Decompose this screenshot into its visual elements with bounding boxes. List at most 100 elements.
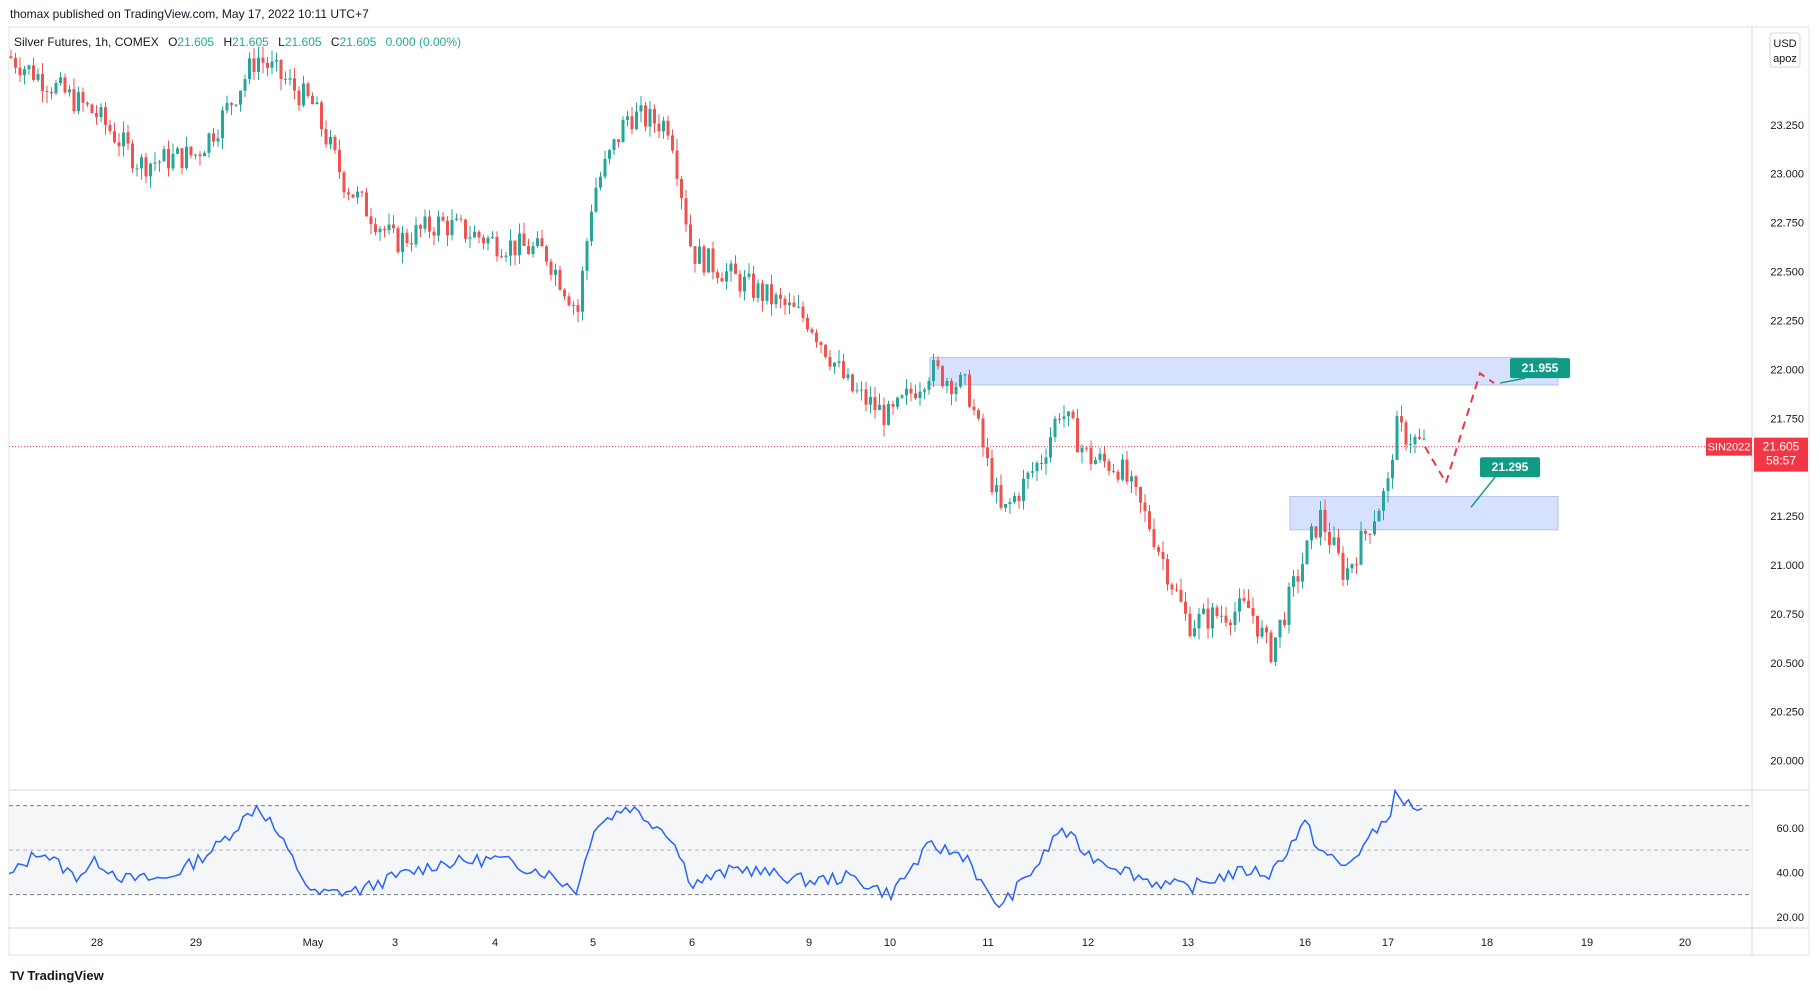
- candle-body: [167, 148, 170, 169]
- price-tick-label: 21.750: [1770, 413, 1804, 425]
- currency-button[interactable]: USD apoz: [1769, 32, 1801, 68]
- candle-body: [1170, 584, 1174, 590]
- candle-body: [423, 216, 427, 229]
- candle-body: [662, 120, 665, 132]
- time-tick-label: 18: [1481, 937, 1493, 949]
- legend-close-value: 21.605: [340, 35, 377, 49]
- candle-body: [1319, 509, 1322, 538]
- candle-body: [387, 224, 391, 231]
- candle-body: [126, 132, 130, 144]
- candle-body: [810, 329, 814, 333]
- candle-body: [270, 61, 274, 68]
- candle-body: [1193, 628, 1196, 637]
- candle-body: [72, 89, 76, 112]
- candle-body: [113, 131, 116, 143]
- upper-target-tag[interactable]: 21.955: [1499, 358, 1570, 384]
- candle-body: [1085, 447, 1088, 449]
- candle-body: [981, 418, 985, 448]
- candle-body: [563, 289, 566, 297]
- candle-body: [45, 91, 49, 93]
- candle-body: [1332, 537, 1336, 545]
- candle-body: [518, 233, 521, 256]
- candle-body: [414, 225, 418, 245]
- candle-body: [837, 361, 841, 363]
- candle-body: [1287, 586, 1291, 625]
- candle-body: [1175, 589, 1178, 591]
- lower-target-box: [1480, 457, 1540, 478]
- upper-target-leader: [1499, 377, 1526, 384]
- candle-body: [864, 389, 868, 405]
- resistance-zone[interactable]: [929, 357, 1559, 386]
- candle-body: [86, 102, 89, 105]
- candle-body: [666, 120, 670, 136]
- lower-target-tag[interactable]: 21.295: [1470, 457, 1540, 508]
- candle-body: [1053, 418, 1057, 437]
- candle-body: [684, 198, 688, 225]
- candle-body: [612, 139, 616, 151]
- tradingview-logo[interactable]: TV TradingView: [10, 968, 104, 983]
- time-tick-label: 29: [190, 937, 202, 949]
- candle-body: [1256, 615, 1259, 637]
- candle-body: [50, 92, 53, 94]
- candle-body: [522, 233, 526, 246]
- candle-body: [207, 133, 211, 153]
- candle-body: [1067, 411, 1070, 417]
- candle-body: [261, 57, 265, 63]
- candle-body: [1179, 589, 1183, 602]
- candle-body: [1044, 457, 1048, 464]
- candle-body: [707, 248, 710, 273]
- chart-frame: [8, 26, 1810, 956]
- candle-body: [932, 360, 935, 382]
- candle-body: [171, 153, 175, 169]
- candle-body: [108, 124, 112, 132]
- candle-body: [311, 96, 314, 105]
- candle-body: [909, 388, 913, 394]
- projection-path[interactable]: [1424, 371, 1495, 486]
- price-label: 21.605: [1763, 440, 1800, 454]
- candle-body: [450, 219, 454, 236]
- candle-body: [590, 211, 593, 242]
- candle-body: [1269, 632, 1273, 663]
- candle-body: [356, 191, 359, 198]
- candle-body: [936, 360, 940, 367]
- candle-body: [1049, 436, 1052, 458]
- candle-body: [486, 237, 490, 244]
- candle-body: [509, 240, 512, 256]
- candle-body: [594, 187, 598, 212]
- candle-body: [959, 374, 962, 387]
- candle-body: [995, 485, 998, 493]
- price-tick-label: 20.500: [1770, 658, 1804, 670]
- candle-body: [1031, 471, 1034, 473]
- candle-body: [216, 138, 220, 142]
- candle-body: [846, 374, 850, 379]
- candle-body: [149, 163, 152, 177]
- candle-body: [329, 136, 332, 145]
- candle-body: [878, 404, 881, 411]
- candle-body: [549, 261, 553, 275]
- price-tick-label: 20.250: [1770, 707, 1804, 719]
- time-tick-label: 16: [1299, 937, 1311, 949]
- candle-body: [581, 270, 584, 312]
- candle-body: [720, 278, 724, 282]
- candle-body: [1260, 627, 1264, 637]
- support-zone[interactable]: [1289, 496, 1559, 531]
- candle-body: [1152, 529, 1156, 548]
- candle-body: [900, 395, 904, 398]
- chart-legend[interactable]: Silver Futures, 1h, COMEX O21.605 H21.60…: [14, 35, 461, 49]
- candle-body: [477, 231, 481, 238]
- price-tick-label: 21.000: [1770, 560, 1804, 572]
- last-price-tag[interactable]: SIN2022 21.605 58:57: [1706, 437, 1808, 472]
- candle-body: [504, 255, 508, 258]
- candle-body: [473, 231, 476, 238]
- time-axis[interactable]: 28 29 May 3 4 5 6 9 10 11 12 13 16 17 18 19 20: [91, 937, 1691, 949]
- lower-target-leader: [1470, 476, 1496, 508]
- legend-open-value: 21.605: [177, 35, 214, 49]
- candle-body: [725, 271, 728, 282]
- candle-body: [1328, 531, 1331, 545]
- rsi-axis[interactable]: 60.00 40.00 20.00: [1776, 823, 1804, 924]
- candle-body: [1391, 459, 1394, 479]
- price-tick-label: 23.250: [1770, 120, 1804, 132]
- candle-body: [374, 224, 377, 233]
- candle-body: [455, 218, 458, 220]
